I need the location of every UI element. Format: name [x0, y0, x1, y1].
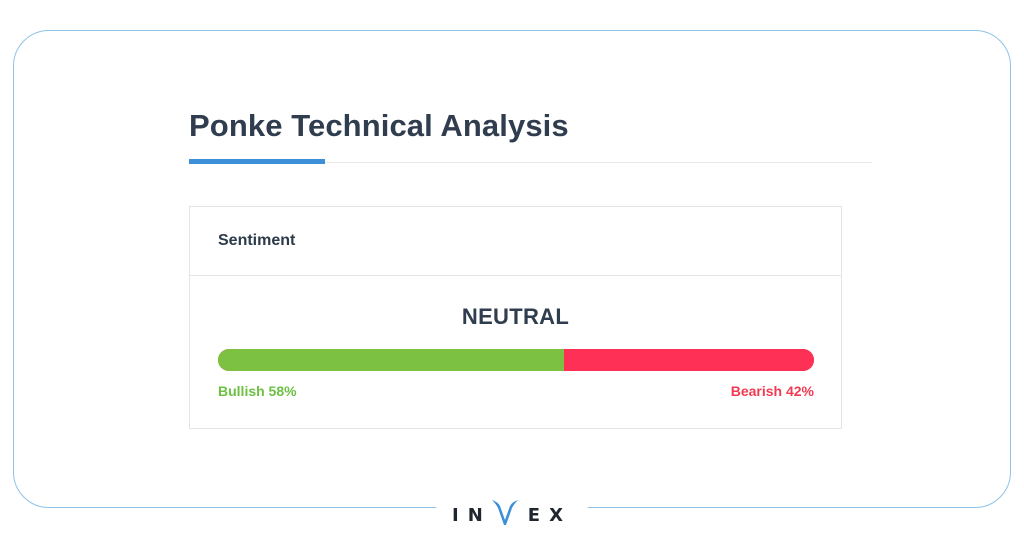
sentiment-bar-bearish-fill	[563, 349, 814, 371]
invex-v-horns-icon	[491, 500, 518, 525]
bearish-label: Bearish 42%	[730, 383, 814, 399]
sentiment-bar	[218, 349, 814, 371]
sentiment-card-title: Sentiment	[218, 232, 296, 249]
sentiment-bar-bullish-fill	[218, 349, 564, 371]
bullish-label: Bullish 58%	[218, 383, 297, 399]
title-accent-underline	[189, 159, 325, 164]
title-divider	[189, 162, 872, 163]
sentiment-verdict: NEUTRAL	[461, 304, 570, 329]
brand-text-right: EX	[527, 505, 572, 526]
invex-logo: IN EX	[440, 486, 584, 526]
sentiment-labels: Bullish 58% Bearish 42%	[218, 383, 814, 399]
sentiment-card: Sentiment NEUTRAL Bullish 58% Bearish 42…	[189, 206, 842, 429]
sentiment-card-header: Sentiment	[190, 207, 841, 276]
brand-text-left: IN	[452, 505, 492, 526]
frame-gap	[436, 500, 588, 516]
page-title: Ponke Technical Analysis	[189, 108, 569, 143]
